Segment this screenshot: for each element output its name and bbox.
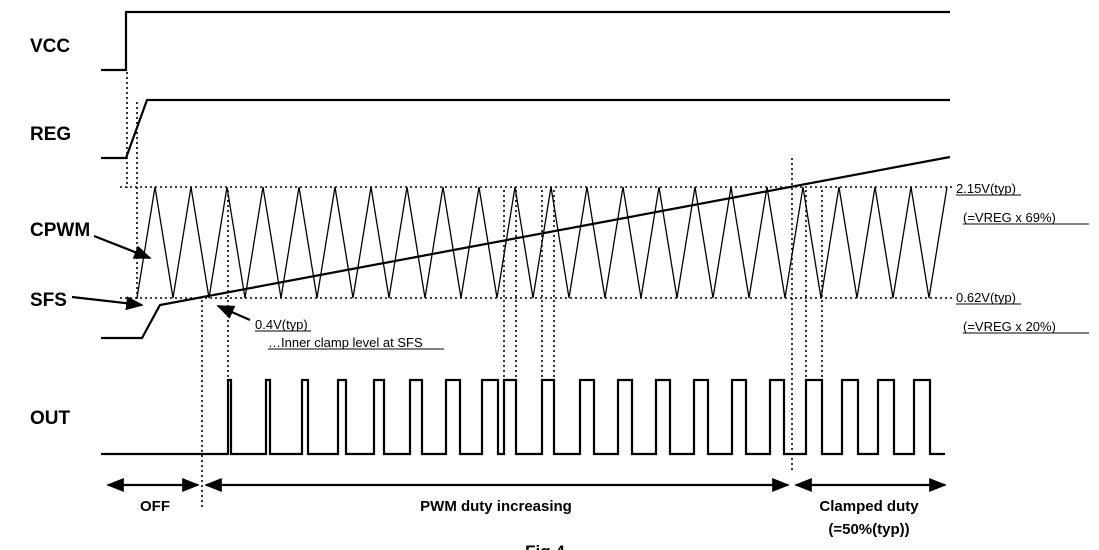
increasing-region-label: PWM duty increasing — [420, 498, 572, 515]
lower-level-note: (=VREG x 20%) — [963, 319, 1056, 334]
upper-level-note: (=VREG x 69%) — [963, 210, 1056, 225]
sfs-label: SFS — [30, 290, 67, 311]
vcc-label: VCC — [30, 36, 70, 57]
reg-label: REG — [30, 124, 71, 145]
vcc-waveform — [101, 10, 950, 72]
sfs-pointer-arrow — [71, 295, 144, 311]
clamp-pointer-arrow — [216, 304, 251, 322]
cpwm-label: CPWM — [30, 220, 90, 241]
clamp-level-note: …Inner clamp level at SFS — [268, 335, 423, 350]
clamped-region-label: Clamped duty — [819, 498, 919, 515]
sfs-waveform — [101, 155, 951, 340]
figure-caption: Fig.4 — [525, 542, 565, 550]
timing-guides — [126, 72, 823, 510]
lower-level-value: 0.62V(typ) — [956, 290, 1016, 305]
upper-level-value: 2.15V(typ) — [956, 181, 1016, 196]
reg-waveform — [101, 98, 950, 160]
cpwm-waveform — [136, 186, 948, 299]
cpwm-pointer-arrow — [93, 234, 152, 260]
off-region-label: OFF — [140, 498, 170, 515]
out-waveform — [101, 378, 945, 456]
clamp-level-value: 0.4V(typ) — [255, 317, 308, 332]
out-label: OUT — [30, 408, 71, 429]
clamped-region-value: (=50%(typ)) — [828, 521, 909, 538]
